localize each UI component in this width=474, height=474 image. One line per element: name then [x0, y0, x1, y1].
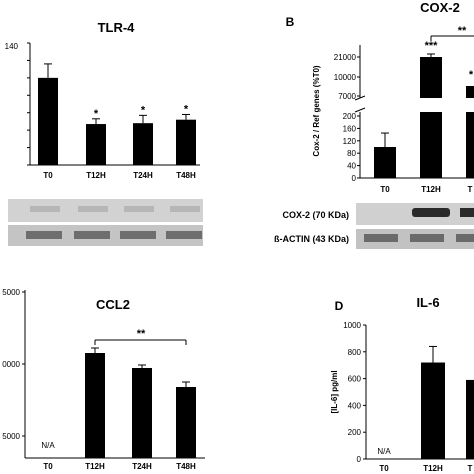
- x-tick-label-ccl2-T48H: T48H: [176, 462, 196, 471]
- blot-band-actin-tlr4-1: [74, 231, 110, 239]
- chart-title-cox2: COX-2: [420, 0, 460, 15]
- bar-tlr4-T12H: [86, 124, 106, 165]
- bar-cox2-T12H-lower: [420, 112, 442, 178]
- y-tick-label-cox2: 10000: [334, 73, 357, 82]
- y-tick-label-ccl2: 0000: [2, 360, 20, 369]
- bar-cox2-T0: [374, 147, 396, 178]
- bar-tlr4-T24H: [133, 123, 153, 165]
- y-tick-label-il6: 400: [348, 401, 362, 410]
- blot-band-actin-tlr4-2: [120, 231, 156, 239]
- bar-il6-T12H: [421, 362, 445, 459]
- bar-ccl2-T24H: [132, 368, 152, 458]
- axis-break-cox2: [354, 95, 366, 101]
- chart-title-ccl2: CCL2: [96, 297, 130, 312]
- y-tick-label-il6: 600: [348, 375, 362, 384]
- x-tick-label-tlr4-T12H: T12H: [86, 171, 106, 180]
- significance-tlr4-T12H: *: [94, 108, 99, 120]
- y-tick-label-ccl2: 5000: [2, 432, 20, 441]
- x-tick-label-ccl2-T0: T0: [43, 462, 53, 471]
- y-tick-label-cox2: 80: [347, 149, 356, 158]
- panel-label-b: B: [286, 15, 295, 29]
- bar-ccl2-T12H: [85, 353, 105, 458]
- bar-cox2-T12H: [420, 57, 442, 98]
- y-tick-label-il6: 200: [348, 428, 362, 437]
- blot-band-tlr4-3: [170, 206, 200, 212]
- x-tick-label-tlr4-T48H: T48H: [176, 171, 196, 180]
- y-tick-label-tlr4: 140: [5, 42, 19, 51]
- blot-band-actin-0: [364, 234, 398, 242]
- x-tick-label-il6-T0: T0: [379, 464, 389, 473]
- y-tick-label-cox2: 120: [343, 137, 357, 146]
- x-tick-label-il6-T: T: [468, 464, 473, 473]
- y-tick-label-il6: 1000: [343, 321, 361, 330]
- na-label-il6: N/A: [377, 447, 391, 456]
- y-tick-label-ccl2: 5000: [2, 288, 20, 297]
- blot-label-cox2: COX-2 (70 KDa): [282, 210, 349, 220]
- blot-band-actin-2: [456, 234, 474, 242]
- x-tick-label-tlr4-T0: T0: [43, 171, 53, 180]
- chart-title-tlr4: TLR-4: [98, 20, 136, 35]
- bar-tlr4-T48H: [176, 119, 196, 165]
- x-tick-label-tlr4-T24H: T24H: [133, 171, 153, 180]
- y-tick-label-cox2: 0: [352, 174, 357, 183]
- bracket-label-ccl2: **: [137, 328, 146, 340]
- x-tick-label-cox2-T12H: T12H: [421, 185, 441, 194]
- x-tick-label-cox2-T: T: [468, 185, 473, 194]
- panel-label-d: D: [335, 299, 344, 313]
- na-label-ccl2: N/A: [41, 441, 55, 450]
- chart-title-il6: IL-6: [416, 295, 439, 310]
- x-tick-label-ccl2-T12H: T12H: [85, 462, 105, 471]
- significance-cox2-T: *: [469, 69, 474, 81]
- bracket-label-cox2: **: [458, 25, 467, 37]
- bar-cox2-T-lower: [466, 112, 474, 178]
- bar-il6-T: [466, 379, 474, 459]
- significance-tlr4-T24H: *: [141, 104, 146, 116]
- blot-band-cox2-T: [460, 208, 474, 217]
- axis-break-cox2: [354, 107, 366, 113]
- blot-band-tlr4-1: [78, 206, 108, 212]
- y-tick-label-cox2: 200: [343, 112, 357, 121]
- y-tick-label-cox2: 21000: [334, 53, 357, 62]
- bar-cox2-T: [466, 86, 474, 98]
- x-tick-label-ccl2-T24H: T24H: [132, 462, 152, 471]
- blot-band-actin-1: [410, 234, 444, 242]
- y-tick-label-il6: 800: [348, 348, 362, 357]
- bar-tlr4-T0: [38, 77, 58, 165]
- significance-cox2-T12H: ***: [425, 40, 439, 52]
- y-axis-label-cox2: Cox-2 / Ref genes (%T0): [312, 65, 321, 156]
- x-tick-label-cox2-T0: T0: [380, 185, 390, 194]
- bar-ccl2-T48H: [176, 387, 196, 458]
- y-axis-label-il6: [IL-6] pg/ml: [330, 370, 339, 413]
- blot-label-actin: ß-ACTIN (43 KDa): [274, 234, 349, 244]
- blot-band-actin-tlr4-3: [166, 231, 202, 239]
- blot-band-tlr4-2: [124, 206, 154, 212]
- significance-tlr4-T48H: *: [184, 103, 189, 115]
- y-tick-label-cox2: 160: [343, 124, 357, 133]
- y-tick-label-cox2: 40: [347, 162, 356, 171]
- y-tick-label-il6: 0: [357, 455, 362, 464]
- blot-band-actin-tlr4-0: [26, 231, 62, 239]
- x-tick-label-il6-T12H: T12H: [423, 464, 443, 473]
- blot-band-tlr4-0: [30, 206, 60, 212]
- y-tick-label-cox2: 7000: [338, 92, 356, 101]
- blot-band-cox2-T12H: [412, 208, 450, 217]
